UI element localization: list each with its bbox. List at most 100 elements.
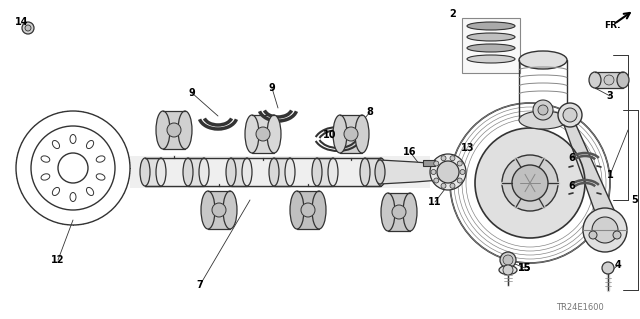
Circle shape: [16, 111, 130, 225]
Text: 9: 9: [269, 83, 275, 93]
Ellipse shape: [70, 135, 76, 144]
Text: 12: 12: [51, 255, 65, 265]
Ellipse shape: [519, 111, 567, 129]
Text: 14: 14: [15, 17, 29, 27]
Ellipse shape: [242, 158, 252, 186]
Circle shape: [613, 231, 621, 239]
Circle shape: [430, 154, 466, 190]
Bar: [274, 158, 290, 186]
Bar: [340, 115, 362, 153]
Bar: [145, 158, 161, 186]
Bar: [163, 111, 185, 149]
Text: 6: 6: [568, 181, 575, 191]
Polygon shape: [423, 160, 435, 166]
Ellipse shape: [467, 55, 515, 63]
Ellipse shape: [360, 158, 370, 186]
Circle shape: [22, 22, 34, 34]
Circle shape: [437, 161, 459, 183]
Circle shape: [500, 252, 516, 268]
Ellipse shape: [467, 22, 515, 30]
Ellipse shape: [499, 265, 517, 275]
Text: 6: 6: [568, 153, 575, 163]
Ellipse shape: [328, 158, 338, 186]
Circle shape: [563, 108, 577, 122]
Circle shape: [533, 100, 553, 120]
Circle shape: [602, 262, 614, 274]
Circle shape: [212, 203, 226, 217]
Ellipse shape: [312, 191, 326, 229]
Ellipse shape: [467, 44, 515, 52]
Polygon shape: [564, 125, 615, 212]
Ellipse shape: [156, 158, 166, 186]
Circle shape: [434, 178, 439, 183]
Circle shape: [441, 156, 446, 161]
Text: 5: 5: [632, 195, 638, 205]
Circle shape: [58, 153, 88, 183]
Ellipse shape: [70, 192, 76, 202]
Bar: [297, 191, 319, 229]
Text: 4: 4: [614, 260, 621, 270]
Bar: [252, 115, 274, 153]
Text: 16: 16: [403, 147, 417, 157]
Circle shape: [457, 161, 462, 166]
Text: 9: 9: [189, 88, 195, 98]
Polygon shape: [130, 156, 430, 188]
Ellipse shape: [86, 188, 93, 196]
Circle shape: [475, 128, 585, 238]
Ellipse shape: [267, 115, 281, 153]
Circle shape: [538, 105, 548, 115]
Circle shape: [604, 75, 614, 85]
Bar: [317, 158, 333, 186]
Bar: [462, 18, 520, 73]
Ellipse shape: [376, 158, 386, 186]
Text: 10: 10: [323, 130, 337, 140]
Text: 8: 8: [367, 107, 373, 117]
Bar: [231, 158, 247, 186]
Circle shape: [450, 183, 455, 188]
Ellipse shape: [156, 111, 170, 149]
Circle shape: [460, 169, 465, 174]
Ellipse shape: [183, 158, 193, 186]
Circle shape: [450, 156, 455, 161]
Ellipse shape: [312, 158, 322, 186]
Ellipse shape: [355, 115, 369, 153]
Circle shape: [392, 205, 406, 219]
Circle shape: [592, 217, 618, 243]
Circle shape: [301, 203, 315, 217]
Text: 1: 1: [607, 170, 613, 180]
Circle shape: [503, 255, 513, 265]
Ellipse shape: [381, 193, 395, 231]
Circle shape: [167, 123, 181, 137]
Ellipse shape: [96, 156, 105, 162]
Ellipse shape: [403, 193, 417, 231]
Ellipse shape: [290, 191, 304, 229]
Ellipse shape: [375, 160, 385, 184]
Circle shape: [589, 231, 597, 239]
Ellipse shape: [269, 158, 279, 186]
Ellipse shape: [52, 188, 60, 196]
Circle shape: [441, 183, 446, 188]
Text: TR24E1600: TR24E1600: [556, 303, 604, 313]
Bar: [388, 193, 410, 231]
Ellipse shape: [52, 140, 60, 149]
Ellipse shape: [41, 156, 50, 162]
Ellipse shape: [223, 191, 237, 229]
Ellipse shape: [201, 191, 215, 229]
Text: 11: 11: [428, 197, 442, 207]
Ellipse shape: [140, 158, 150, 186]
Text: 3: 3: [607, 91, 613, 101]
Ellipse shape: [285, 158, 295, 186]
Ellipse shape: [617, 72, 629, 88]
Ellipse shape: [467, 33, 515, 41]
Bar: [208, 191, 230, 229]
Circle shape: [31, 126, 115, 210]
Circle shape: [457, 178, 462, 183]
Ellipse shape: [589, 72, 601, 88]
Text: 2: 2: [450, 9, 456, 19]
Circle shape: [434, 161, 439, 166]
Circle shape: [450, 103, 610, 263]
Bar: [595, 72, 623, 88]
Circle shape: [256, 127, 270, 141]
Text: 15: 15: [518, 263, 532, 273]
Circle shape: [512, 165, 548, 201]
